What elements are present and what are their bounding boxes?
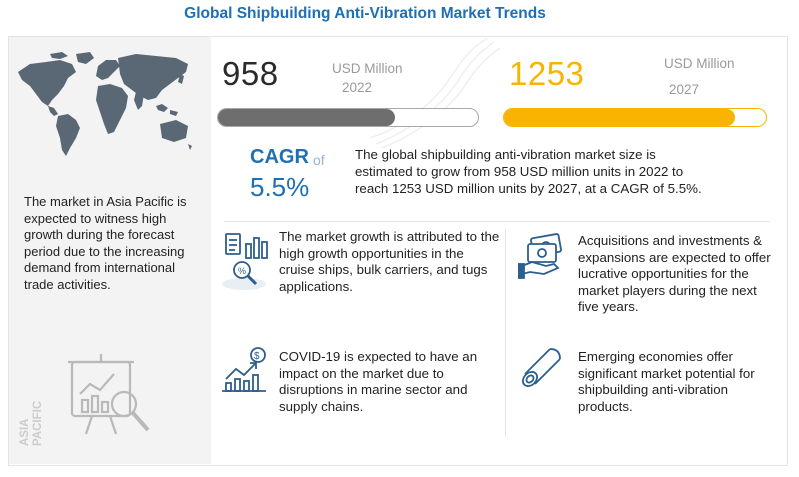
world-map-icon: [18, 52, 192, 156]
analytics-board-icon: [68, 354, 150, 435]
pacific-label: PACIFIC: [32, 401, 44, 446]
money-hand-icon: [518, 233, 562, 279]
value-2022: 958: [222, 55, 279, 92]
point-covid-text: COVID-19 is expected to have an impact o…: [279, 349, 478, 414]
asia-label: ASIA: [19, 419, 31, 446]
unit-2022: USD Million: [332, 61, 403, 76]
unit-2027: USD Million: [664, 56, 735, 71]
decorative-swoosh: [370, 38, 500, 148]
svg-text:%: %: [238, 266, 246, 276]
asia-pacific-text: The market in Asia Pacific is expected t…: [24, 194, 187, 292]
bar-2022: [217, 108, 479, 127]
year-2022: 2022: [342, 80, 373, 95]
divider-horizontal: [224, 221, 770, 222]
page-title: Global Shipbuilding Anti-Vibration Marke…: [184, 5, 546, 22]
analytics-magnifier-icon: %: [222, 233, 268, 290]
year-2027: 2027: [669, 82, 700, 97]
divider-vertical: [505, 229, 506, 437]
cagr-of: of: [313, 152, 325, 168]
asia-pacific-vertical-label: ASIA PACIFIC: [19, 401, 44, 446]
market-size-description: The global shipbuilding anti-vibration m…: [355, 147, 702, 196]
cylinder-pipe-icon: [522, 348, 561, 387]
growth-chart-dollar-icon: $: [222, 347, 266, 392]
point-emerging-text: Emerging economies offer significant mar…: [578, 349, 755, 414]
cagr-label: CAGR: [250, 146, 309, 168]
point-growth-text: The market growth is attributed to the h…: [279, 229, 500, 294]
bar-2027: [503, 108, 767, 127]
point-acquisitions-text: Acquisitions and investments & expansion…: [578, 233, 771, 314]
bar-2027-fill: [504, 109, 735, 126]
value-2027: 1253: [509, 55, 585, 92]
bar-2022-fill: [218, 109, 395, 126]
cagr-value: 5.5%: [250, 172, 310, 202]
svg-text:$: $: [254, 351, 260, 362]
